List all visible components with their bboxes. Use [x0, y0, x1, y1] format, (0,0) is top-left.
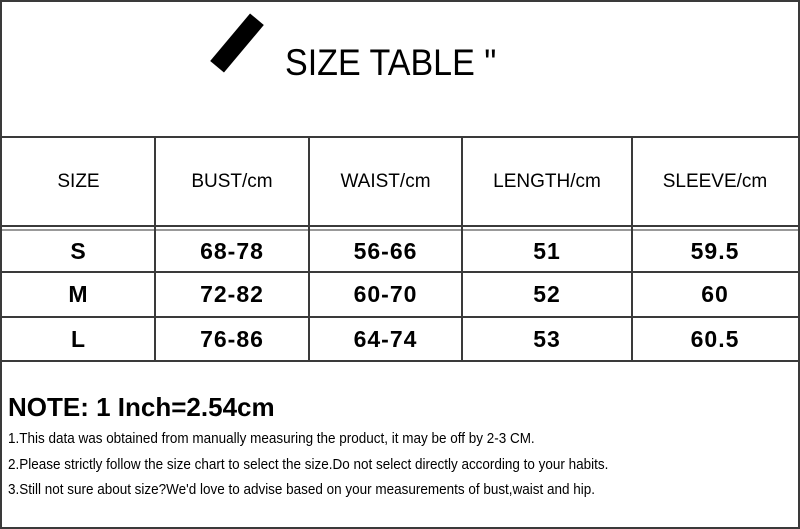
header-waist: WAIST/cm: [340, 171, 431, 192]
divider: [2, 229, 798, 231]
cell-length: 52: [533, 281, 561, 307]
divider: [2, 225, 798, 227]
cell-waist: 56-66: [353, 237, 418, 264]
cell-bust: 68-78: [200, 237, 264, 264]
column-divider: [461, 137, 463, 362]
note-item: 3.Still not sure about size?We'd love to…: [8, 482, 596, 498]
cell-sleeve: 60.5: [690, 326, 740, 352]
header-length: LENGTH/cm: [493, 171, 601, 192]
header-size: SIZE: [57, 171, 100, 192]
divider: [2, 316, 798, 318]
header-bust: BUST/cm: [191, 171, 273, 192]
table-row: L 76-86 64-74 53 60.5: [2, 318, 798, 361]
cell-waist: 60-70: [353, 281, 418, 307]
cell-waist: 64-74: [353, 326, 418, 352]
cell-sleeve: 59.5: [690, 237, 740, 264]
cell-size: S: [70, 237, 87, 264]
cell-sleeve: 60: [701, 281, 729, 307]
note-item: 1.This data was obtained from manually m…: [8, 431, 535, 447]
cell-bust: 76-86: [200, 326, 264, 352]
divider: [2, 360, 798, 362]
table-row: M 72-82 60-70 52 60: [2, 273, 798, 316]
column-divider: [631, 137, 633, 362]
table-row: S 68-78 56-66 51 59.5: [2, 231, 798, 271]
cell-size: M: [68, 281, 89, 307]
page-title: SIZE TABLE ": [285, 42, 497, 83]
cell-length: 53: [533, 326, 561, 352]
cell-size: L: [70, 326, 87, 352]
divider: [2, 271, 798, 273]
divider: [2, 136, 798, 138]
cell-bust: 72-82: [200, 281, 264, 307]
column-divider: [308, 137, 310, 362]
cell-length: 51: [533, 237, 561, 264]
header-sleeve: SLEEVE/cm: [662, 171, 768, 192]
note-item: 2.Please strictly follow the size chart …: [8, 457, 609, 473]
decorative-slash: [210, 13, 264, 73]
note-title: NOTE: 1 Inch=2.54cm: [8, 392, 275, 422]
column-divider: [154, 137, 156, 362]
table-header-row: SIZE BUST/cm WAIST/cm LENGTH/cm SLEEVE/c…: [2, 138, 798, 226]
